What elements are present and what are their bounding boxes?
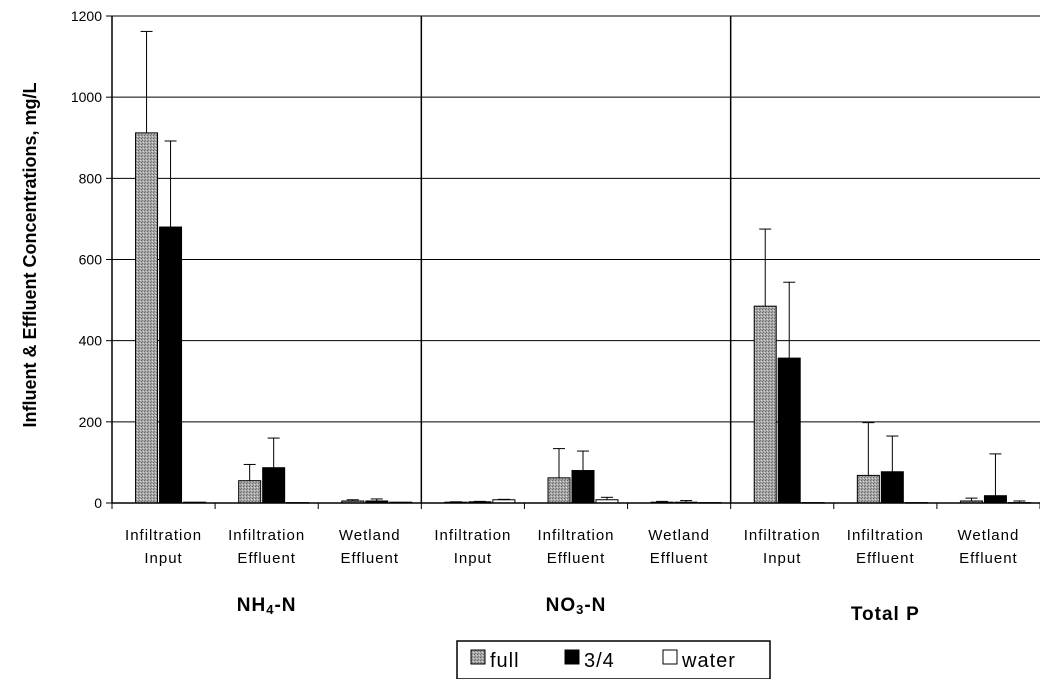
category-label: Effluent [856, 550, 915, 567]
category-label: Infiltration [228, 527, 305, 544]
category-label: Input [763, 550, 801, 567]
legend: full 3/4 water [456, 640, 771, 679]
y-tick-label: 1200 [71, 8, 102, 24]
category-label: Wetland [648, 527, 710, 544]
legend-label: 3/4 [584, 650, 615, 672]
bar-full [547, 477, 571, 504]
category-label: Wetland [958, 527, 1020, 544]
category-label: Infiltration [125, 527, 202, 544]
category-label: Infiltration [537, 527, 614, 544]
legend-label: water [681, 650, 736, 672]
category-label: Infiltration [847, 527, 924, 544]
group-label: NH4-N [237, 595, 297, 617]
bar-full [753, 305, 777, 504]
legend-label: full [490, 650, 520, 672]
bars [135, 30, 1031, 504]
category-label: Effluent [237, 550, 296, 567]
legend-box [456, 640, 771, 679]
y-tick-label: 400 [79, 333, 103, 349]
category-label: Effluent [650, 550, 709, 567]
bar-3-4 [571, 470, 595, 504]
category-label: Wetland [339, 527, 401, 544]
axes [106, 15, 1040, 509]
legend-swatch-full [470, 649, 486, 665]
y-tick-label: 800 [79, 170, 103, 186]
category-label: Effluent [340, 550, 399, 567]
bar-3-4 [880, 471, 904, 504]
y-tick-label: 0 [94, 495, 102, 511]
category-label: Effluent [959, 550, 1018, 567]
category-label: Infiltration [434, 527, 511, 544]
bar-3-4 [262, 467, 286, 504]
bar-full [856, 474, 880, 504]
legend-swatch-3-4 [564, 649, 580, 665]
y-tick-label: 200 [79, 414, 103, 430]
y-axis-label: Influent & Effluent Concentrations, mg/L [20, 83, 40, 428]
y-tick-label: 600 [79, 252, 103, 268]
y-tick-label: 1000 [71, 89, 102, 105]
legend-swatch-water [662, 649, 678, 665]
category-label: Infiltration [744, 527, 821, 544]
bar-full [135, 132, 159, 504]
group-label: Total P [851, 604, 920, 625]
category-label: Input [144, 550, 182, 567]
bar-full [238, 480, 262, 504]
bar-3-4 [159, 226, 183, 504]
category-label: Effluent [547, 550, 606, 567]
group-label: NO3-N [546, 595, 607, 617]
gridlines [112, 15, 1040, 423]
axis-labels: 0 200 400 600 800 1000 1200 Infiltration Input In… [71, 8, 1020, 625]
bar-3-4 [777, 357, 801, 504]
bar-3-4 [983, 495, 1007, 504]
category-label: Input [454, 550, 492, 567]
